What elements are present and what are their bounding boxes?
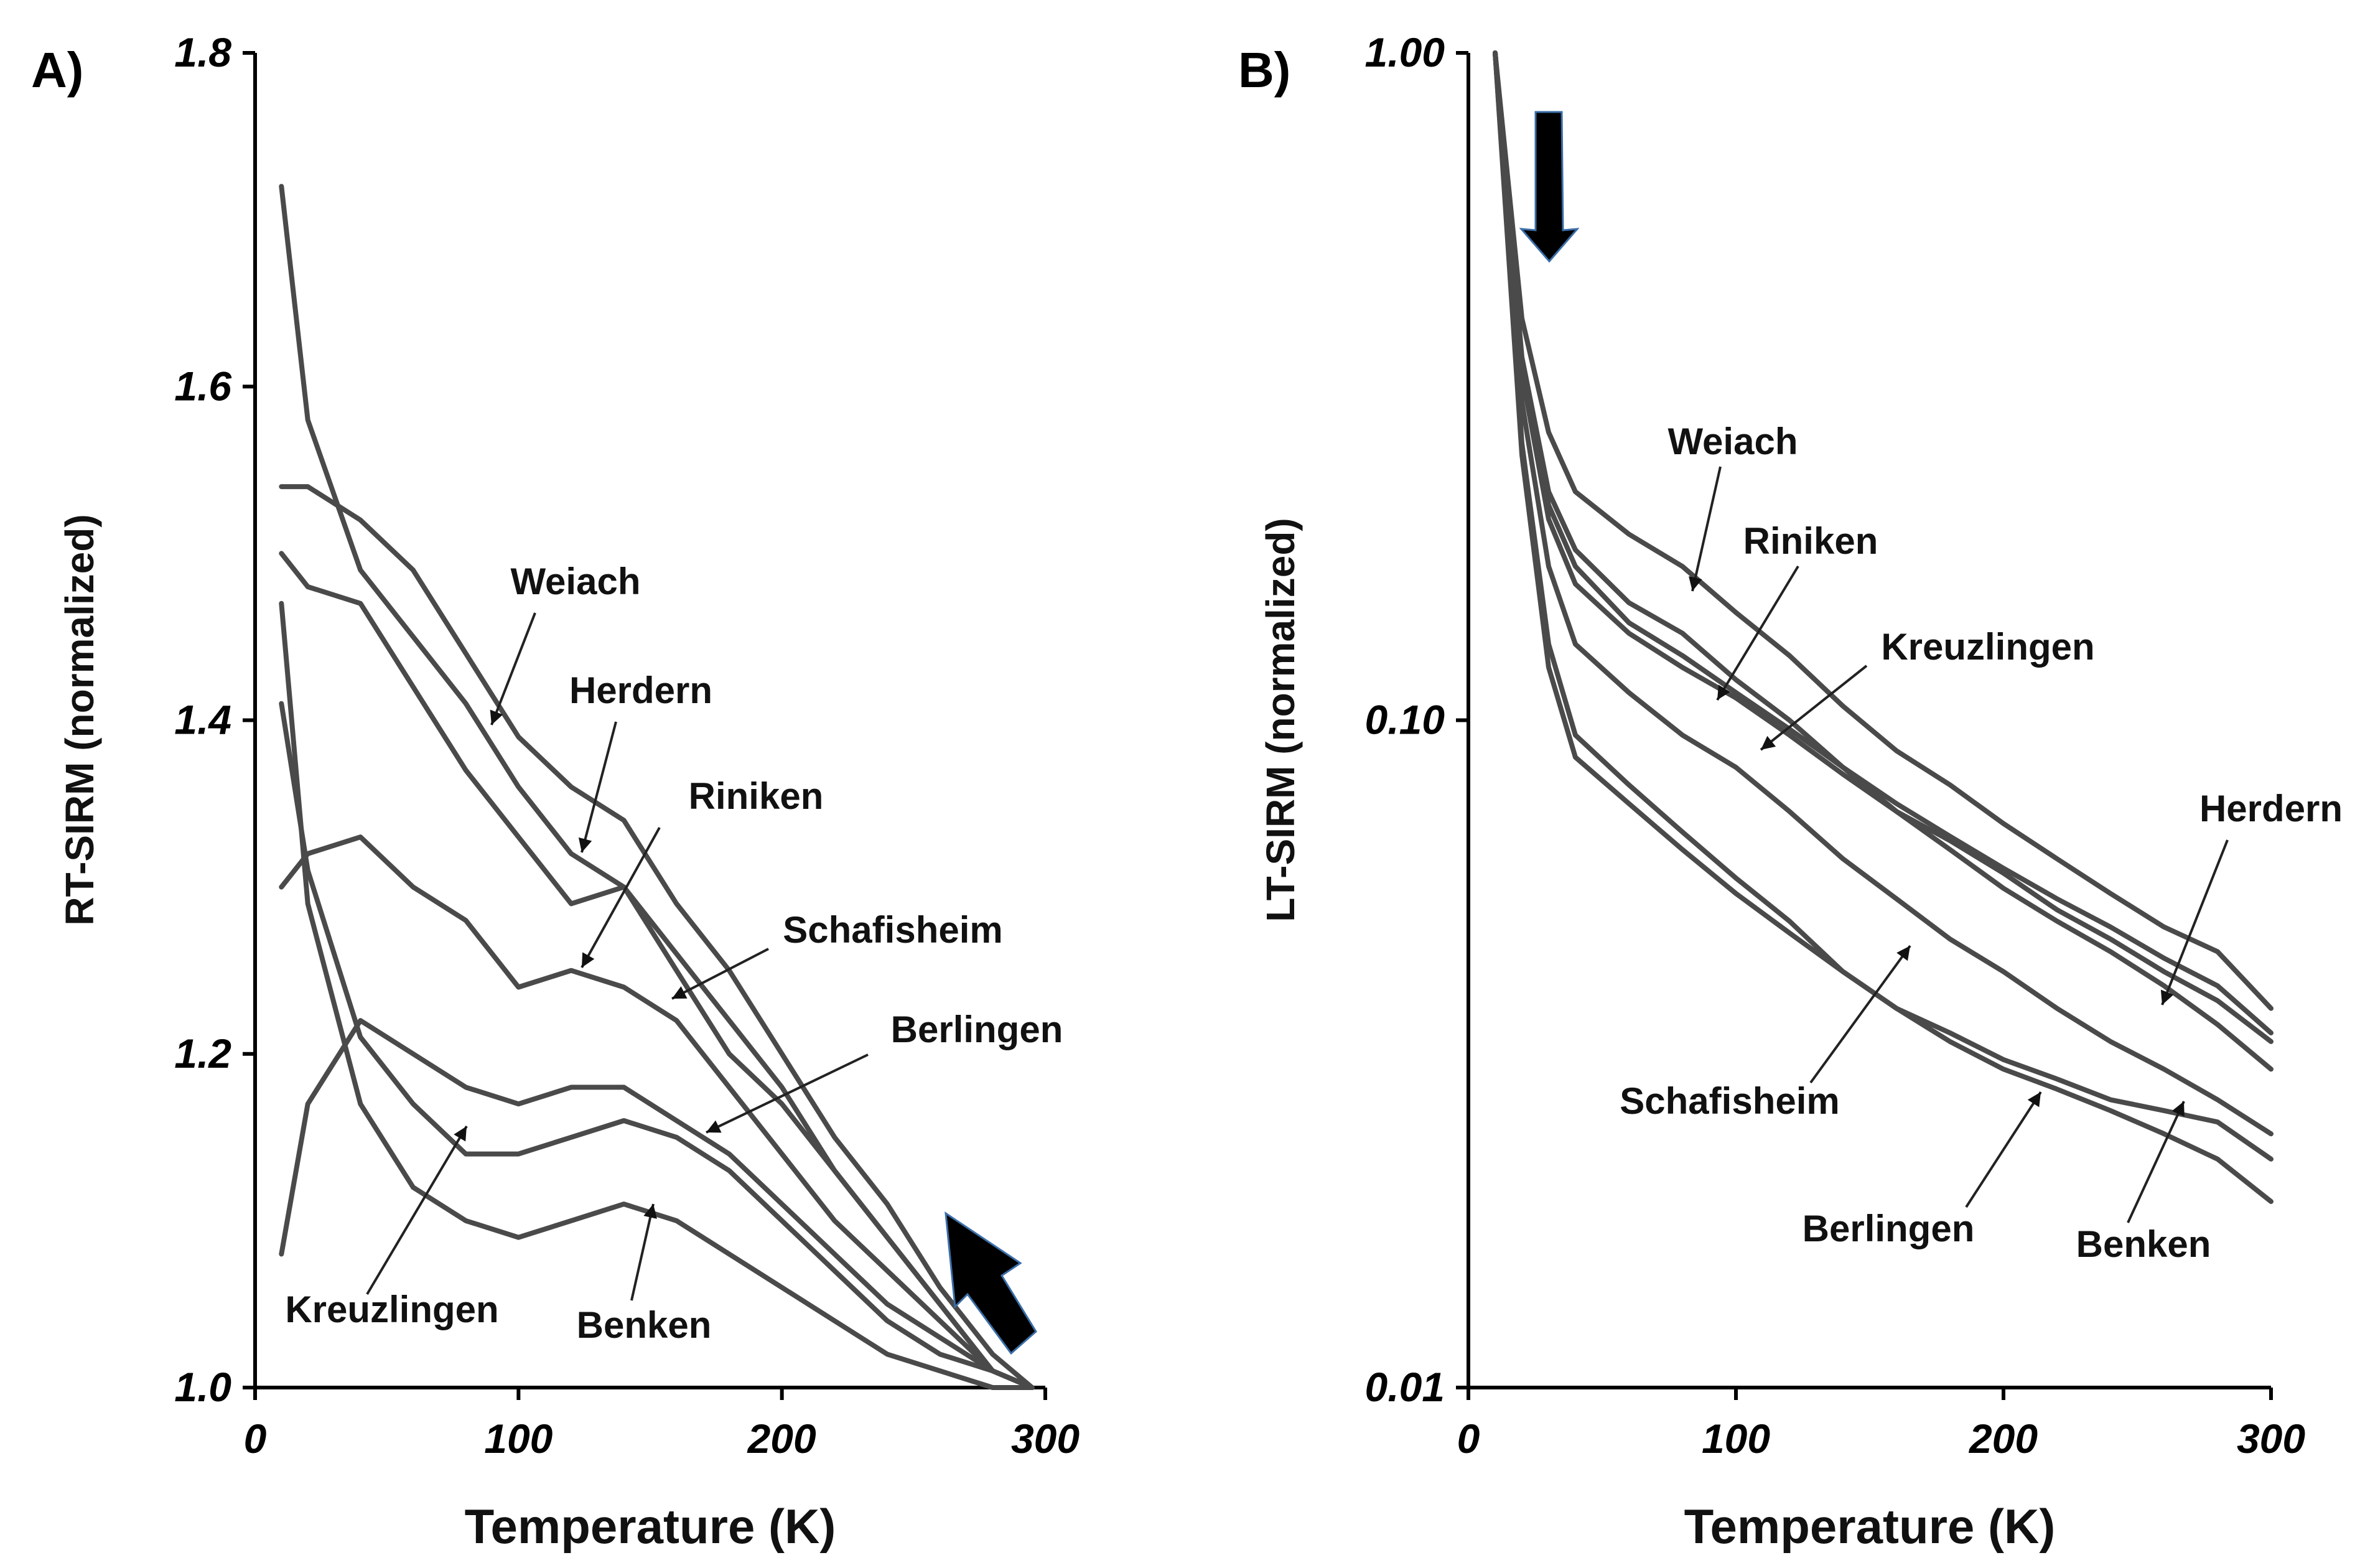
y-tick-label: 1.2: [174, 1030, 231, 1076]
series-riniken-line: [279, 551, 1035, 1390]
y-tick-label: 1.8: [174, 29, 231, 75]
annotation-schafisheim: Schafisheim: [1620, 1080, 1839, 1122]
annotation-leader-riniken: [581, 827, 661, 968]
panel-a-curves: [279, 184, 1035, 1390]
annotation-herdern: Herdern: [2199, 788, 2343, 829]
annotation-leader-kreuzlingen: [366, 1125, 468, 1295]
panel-b-annotations: Weiach Riniken Kreuzlingen Herdern Schafishe…: [1620, 421, 2343, 1265]
series-schafisheim-line: [1493, 50, 2274, 1137]
annotation-arrowhead: [672, 986, 688, 999]
annotation-berlingen: Berlingen: [891, 1009, 1063, 1050]
x-tick-label: 100: [484, 1416, 553, 1462]
annotation-kreuzlingen: Kreuzlingen: [285, 1289, 498, 1330]
x-tick-label: 300: [2237, 1416, 2305, 1462]
y-tick-label: 1.0: [174, 1364, 231, 1410]
annotation-benken: Benken: [2076, 1223, 2211, 1265]
panel-b-direction-arrow: [1519, 111, 1580, 263]
series-kreuzlingen-line: [1493, 50, 2274, 1044]
series-weiach-line: [1493, 50, 2274, 1011]
annotation-arrowhead: [582, 952, 595, 968]
annotation-leader-weiach: [490, 612, 536, 726]
annotation-arrowhead: [2027, 1092, 2041, 1108]
y-tick-label: 0.10: [1365, 697, 1445, 743]
panel-b-ticks: 0.01 0.10 1.00 0 100 200 300: [1365, 29, 2306, 1462]
x-tick-label: 0: [244, 1416, 267, 1462]
annotation-weiach: Weiach: [511, 561, 641, 602]
annotation-leader-berlingen: [706, 1053, 869, 1134]
panel-a-label: A): [31, 42, 83, 98]
annotation-benken: Benken: [577, 1304, 712, 1346]
series-kreuzlingen-line: [279, 701, 1035, 1390]
panel-a-direction-arrow: [944, 1211, 1037, 1355]
panel-a-annotations: Weiach Herdern Riniken Schafisheim Berlingen…: [285, 561, 1063, 1346]
y-tick-label: 1.6: [174, 363, 232, 409]
series-riniken-line: [1493, 50, 2274, 1035]
annotation-leader-weiach: [1691, 466, 1722, 592]
annotation-leader-herdern: [581, 721, 617, 853]
panel-a-ticks: 1.0 1.2 1.4 1.6 1.8 0 100 200 300: [174, 29, 1080, 1462]
panel-b-curves: [1493, 50, 2274, 1204]
x-tick-label: 0: [1457, 1416, 1480, 1462]
annotation-riniken: Riniken: [689, 775, 824, 817]
panel-a-y-label: RT-SIRM (normalized): [57, 514, 102, 925]
annotation-arrowhead: [1717, 684, 1730, 700]
series-berlingen-line: [279, 1018, 1035, 1390]
annotation-arrowhead: [2160, 989, 2174, 1005]
annotation-leader-berlingen: [1965, 1091, 2042, 1208]
annotation-arrowhead: [578, 837, 592, 852]
annotation-leader-schafisheim: [671, 948, 769, 1000]
panel-b: B) LT-SIRM (normalized) Temperature (K) …: [1238, 29, 2343, 1554]
annotation-weiach: Weiach: [1668, 421, 1798, 462]
annotation-arrowhead: [2171, 1101, 2185, 1117]
x-tick-label: 100: [1702, 1416, 1770, 1462]
series-herdern-line: [1493, 50, 2274, 1072]
annotation-leader-herdern: [2161, 839, 2229, 1006]
annotation-leader-benken: [2127, 1101, 2185, 1223]
annotation-arrowhead: [490, 709, 503, 725]
series-benken-line: [1493, 50, 2274, 1162]
y-tick-label: 0.01: [1365, 1364, 1445, 1410]
y-tick-label: 1.00: [1365, 29, 1445, 75]
annotation-leader-kreuzlingen: [1760, 665, 1868, 751]
annotation-leader-schafisheim: [1809, 945, 1911, 1084]
annotation-arrowhead: [1689, 576, 1702, 591]
annotation-leader-benken: [630, 1203, 655, 1301]
annotation-kreuzlingen: Kreuzlingen: [1881, 626, 2094, 668]
series-herdern-line: [279, 184, 1035, 1390]
panel-b-y-label: LT-SIRM (normalized): [1258, 518, 1303, 922]
annotation-herdern: Herdern: [569, 670, 712, 711]
series-weiach-line: [279, 484, 1035, 1390]
annotation-arrowhead: [1896, 946, 1910, 961]
annotation-berlingen: Berlingen: [1803, 1208, 1975, 1249]
annotation-arrowhead: [706, 1120, 722, 1133]
y-tick-label: 1.4: [174, 697, 231, 743]
annotation-schafisheim: Schafisheim: [783, 909, 1002, 951]
panel-b-label: B): [1238, 42, 1290, 98]
x-tick-label: 200: [1968, 1416, 2038, 1462]
annotation-arrowhead: [454, 1126, 467, 1142]
series-schafisheim-line: [279, 834, 1035, 1390]
annotation-leader-riniken: [1716, 565, 1799, 701]
panel-a-x-label: Temperature (K): [465, 1499, 836, 1554]
panel-a: A) RT-SIRM (normalized) Temperature (K) …: [31, 29, 1080, 1554]
x-tick-label: 200: [747, 1416, 816, 1462]
x-tick-label: 300: [1011, 1416, 1080, 1462]
annotation-arrowhead: [1761, 735, 1776, 750]
panel-b-x-label: Temperature (K): [1684, 1499, 2056, 1554]
series-benken-line: [279, 600, 1035, 1390]
annotation-riniken: Riniken: [1743, 520, 1878, 562]
annotation-arrowhead: [643, 1204, 657, 1219]
